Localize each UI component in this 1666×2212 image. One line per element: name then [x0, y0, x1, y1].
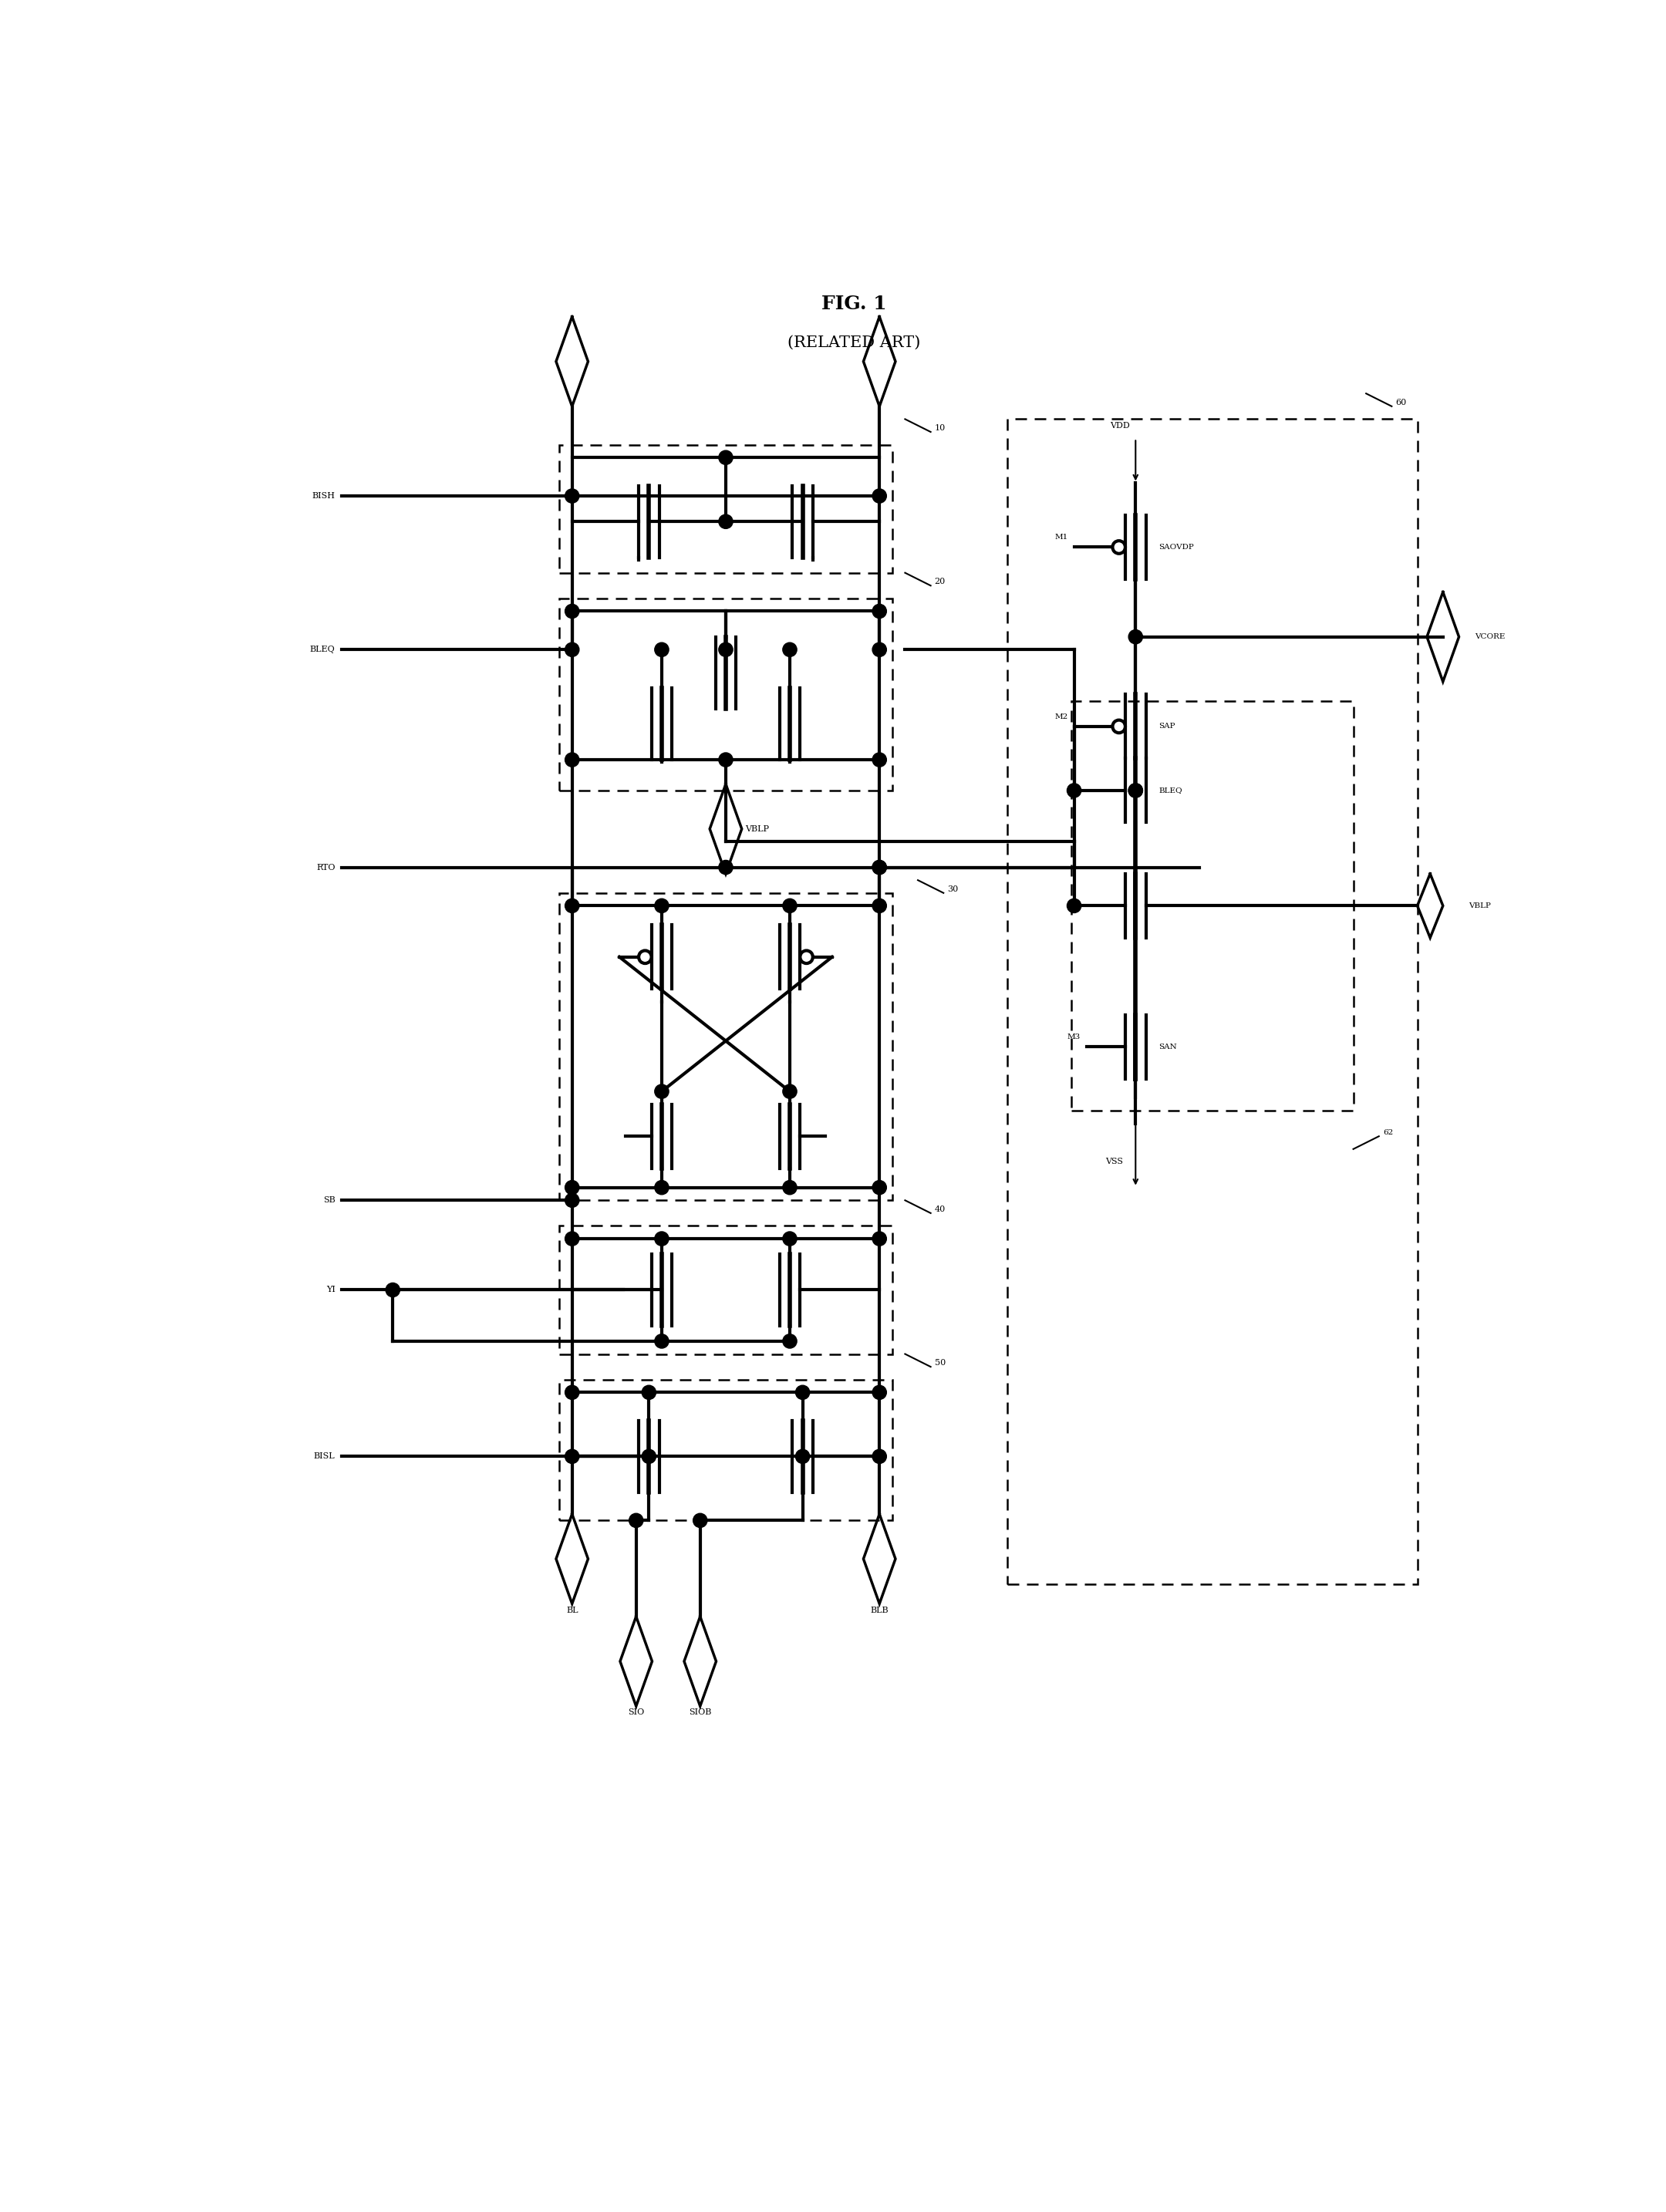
Text: 30: 30 [948, 885, 958, 894]
Text: BLB: BLB [870, 1606, 888, 1615]
Text: VBLP: VBLP [745, 825, 770, 832]
Circle shape [641, 1385, 656, 1400]
Text: BL: BL [566, 1606, 578, 1615]
Circle shape [783, 1334, 796, 1349]
Text: RTO: RTO [317, 863, 335, 872]
Circle shape [1128, 783, 1143, 799]
Circle shape [873, 641, 886, 657]
Bar [1071, 701, 1353, 1110]
Text: 40: 40 [935, 1206, 946, 1212]
Text: M3: M3 [1068, 1033, 1081, 1040]
Bar [1008, 418, 1418, 1584]
Circle shape [630, 1513, 643, 1528]
Circle shape [565, 489, 580, 502]
Circle shape [783, 898, 796, 914]
Text: 50: 50 [935, 1358, 946, 1367]
Text: FIG. 1: FIG. 1 [821, 294, 886, 314]
Circle shape [1128, 630, 1143, 644]
Text: SB: SB [323, 1197, 335, 1203]
Text: YI: YI [327, 1285, 335, 1294]
Circle shape [783, 1181, 796, 1194]
Circle shape [565, 1232, 580, 1245]
Circle shape [655, 1181, 668, 1194]
Circle shape [873, 1449, 886, 1464]
Circle shape [693, 1513, 706, 1528]
Circle shape [783, 1084, 796, 1099]
Circle shape [873, 1181, 886, 1194]
Circle shape [718, 515, 733, 529]
Text: 20: 20 [935, 577, 946, 586]
Text: M2: M2 [1055, 712, 1068, 721]
Text: BISH: BISH [312, 491, 335, 500]
Text: SIO: SIO [628, 1708, 645, 1717]
Bar [560, 445, 893, 573]
Circle shape [1066, 783, 1081, 799]
Circle shape [718, 451, 733, 465]
Text: BLEQ: BLEQ [310, 646, 335, 653]
Circle shape [565, 604, 580, 617]
Circle shape [873, 752, 886, 768]
Circle shape [718, 641, 733, 657]
Circle shape [718, 860, 733, 874]
Bar [560, 1225, 893, 1354]
Text: VCORE: VCORE [1474, 633, 1506, 639]
Circle shape [873, 860, 886, 874]
Text: 62: 62 [1383, 1130, 1393, 1137]
Text: SIOB: SIOB [688, 1708, 711, 1717]
Circle shape [873, 604, 886, 617]
Circle shape [873, 1385, 886, 1400]
Circle shape [641, 1449, 656, 1464]
Bar [560, 1380, 893, 1520]
Circle shape [387, 1283, 400, 1296]
Text: VSS: VSS [1105, 1159, 1123, 1166]
Circle shape [1066, 898, 1081, 914]
Text: SAOVDP: SAOVDP [1158, 544, 1195, 551]
Circle shape [873, 1232, 886, 1245]
Bar [560, 894, 893, 1201]
Circle shape [565, 1385, 580, 1400]
Circle shape [1128, 783, 1143, 799]
Circle shape [655, 641, 668, 657]
Circle shape [873, 898, 886, 914]
Circle shape [565, 641, 580, 657]
Text: M1: M1 [1055, 533, 1068, 540]
Circle shape [873, 860, 886, 874]
Circle shape [873, 489, 886, 502]
Circle shape [565, 1192, 580, 1208]
Text: (RELATED ART): (RELATED ART) [788, 334, 920, 349]
Circle shape [783, 641, 796, 657]
Text: VDD: VDD [1110, 422, 1130, 429]
Circle shape [796, 1385, 810, 1400]
Circle shape [783, 1232, 796, 1245]
Bar [560, 599, 893, 790]
Circle shape [565, 898, 580, 914]
Circle shape [565, 752, 580, 768]
Text: 60: 60 [1396, 398, 1406, 407]
Circle shape [718, 752, 733, 768]
Text: BISL: BISL [313, 1453, 335, 1460]
Circle shape [655, 1084, 668, 1099]
Text: 10: 10 [935, 425, 946, 431]
Text: SAN: SAN [1158, 1044, 1176, 1051]
Circle shape [796, 1449, 810, 1464]
Text: VBLP: VBLP [1468, 902, 1491, 909]
Circle shape [655, 1334, 668, 1349]
Circle shape [655, 1232, 668, 1245]
Circle shape [565, 1181, 580, 1194]
Circle shape [655, 898, 668, 914]
Text: SAP: SAP [1158, 723, 1175, 730]
Text: BLEQ: BLEQ [1158, 787, 1183, 794]
Circle shape [565, 1449, 580, 1464]
